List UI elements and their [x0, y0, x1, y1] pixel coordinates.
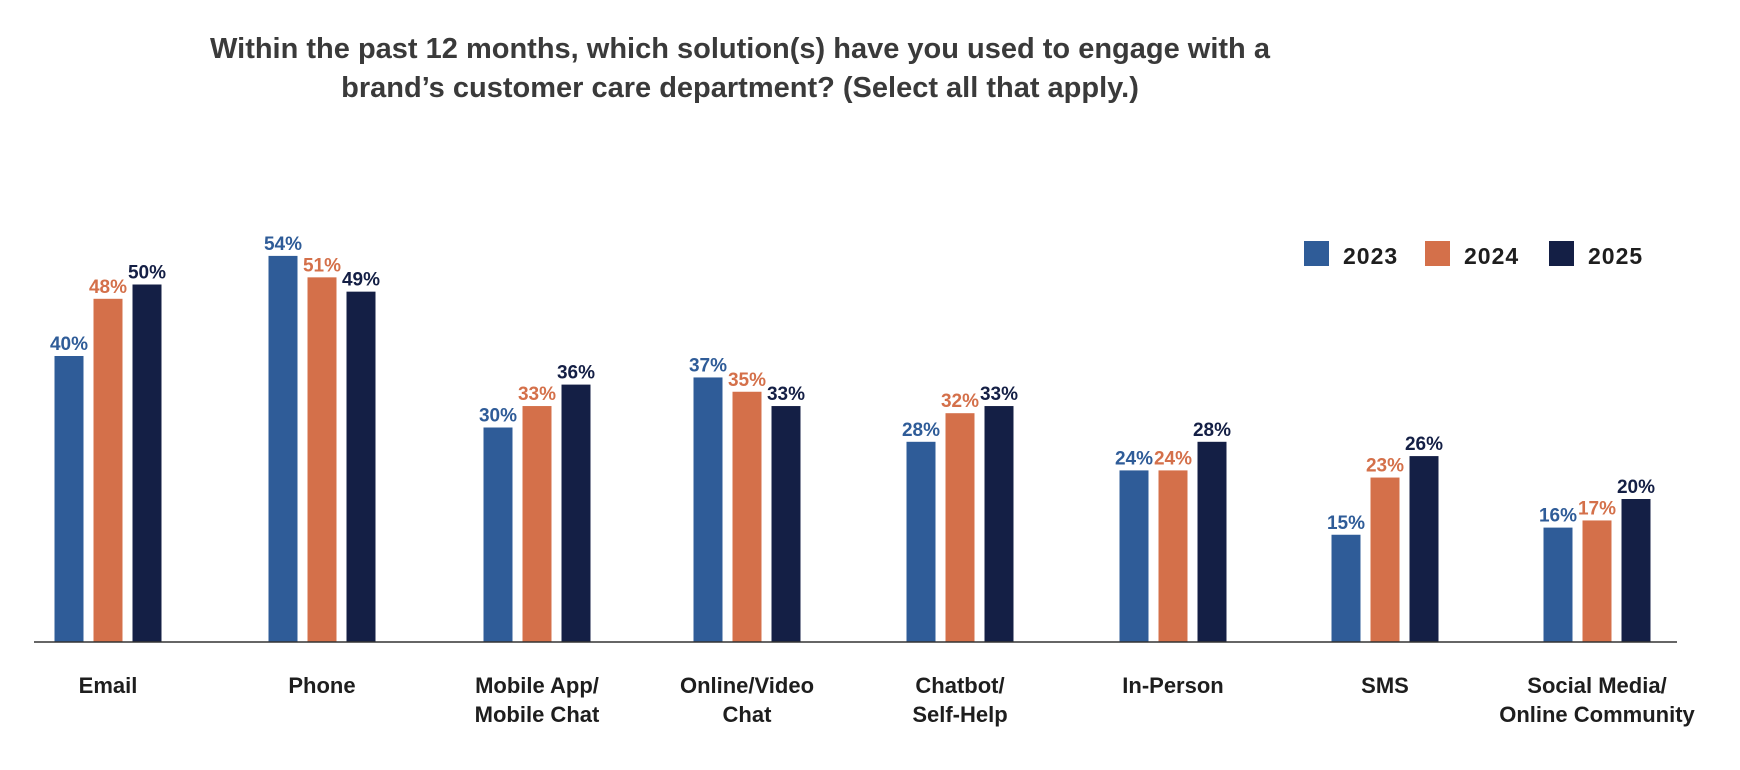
bar-2023-2 [483, 427, 513, 642]
legend: 2023 2024 2025 [1304, 241, 1643, 269]
legend-label-2025: 2025 [1588, 243, 1643, 269]
legend-swatch-2024 [1425, 241, 1450, 266]
data-label-2024-3: 35% [728, 370, 766, 391]
chart-title-line-1: Within the past 12 months, which solutio… [210, 33, 1270, 65]
bar-2023-7 [1543, 527, 1573, 642]
bar-2023-4 [906, 441, 936, 642]
chart-title: Within the past 12 months, which solutio… [0, 30, 1480, 108]
legend-label-2024: 2024 [1464, 243, 1519, 269]
category-label-4-line-1: Self-Help [912, 702, 1007, 727]
data-label-2025-7: 20% [1617, 477, 1655, 498]
category-label-7-line-1: Online Community [1499, 702, 1695, 727]
data-label-2024-4: 32% [941, 391, 979, 412]
data-label-2023-4: 28% [902, 420, 940, 441]
data-label-2024-1: 51% [303, 255, 341, 276]
bar-2025-5 [1197, 441, 1227, 642]
bar-2025-6 [1409, 456, 1439, 642]
chart-title-line-2: brand’s customer care department? (Selec… [341, 72, 1139, 104]
data-label-2025-1: 49% [342, 270, 380, 291]
bar-2024-4 [945, 413, 975, 642]
bar-2023-0 [54, 356, 84, 642]
bar-2023-6 [1331, 534, 1361, 642]
data-label-2025-3: 33% [767, 384, 805, 405]
bar-2025-7 [1621, 499, 1651, 642]
bar-2024-0 [93, 298, 123, 642]
bar-2025-3 [771, 406, 801, 642]
bar-2025-2 [561, 384, 591, 642]
data-label-2024-6: 23% [1366, 456, 1404, 477]
legend-label-2023: 2023 [1343, 243, 1398, 269]
category-label-5-line-0: In-Person [1122, 673, 1223, 698]
data-label-2025-0: 50% [128, 263, 166, 284]
bar-2025-1 [346, 291, 376, 642]
category-label-1-line-0: Phone [288, 673, 355, 698]
data-label-2023-7: 16% [1539, 506, 1577, 527]
data-label-2023-5: 24% [1115, 448, 1153, 469]
category-label-3-line-0: Online/Video [680, 673, 814, 698]
category-labels-layer: Email Phone Mobile App/Mobile Chat Online/V… [79, 673, 1696, 727]
bars-layer [54, 255, 1651, 642]
bar-2024-7 [1582, 520, 1612, 642]
bar-2023-1 [268, 255, 298, 642]
category-label-7-line-0: Social Media/ [1527, 673, 1666, 698]
data-label-2025-4: 33% [980, 384, 1018, 405]
data-labels-layer: 40%48%50%54%51%49%30%33%36% 37%35%33%28%3… [50, 234, 1655, 534]
bar-2024-1 [307, 277, 337, 642]
data-label-2023-0: 40% [50, 334, 88, 355]
data-label-2024-2: 33% [518, 384, 556, 405]
legend-swatch-2025 [1549, 241, 1574, 266]
data-label-2023-6: 15% [1327, 513, 1365, 534]
category-label-2-line-0: Mobile App/ [475, 673, 599, 698]
bar-2024-5 [1158, 470, 1188, 642]
data-label-2024-0: 48% [89, 277, 127, 298]
bar-2023-3 [693, 377, 723, 642]
data-label-2025-6: 26% [1405, 434, 1443, 455]
legend-swatch-2023 [1304, 241, 1329, 266]
data-label-2024-7: 17% [1578, 498, 1616, 519]
data-label-2023-2: 30% [479, 406, 517, 427]
data-label-2023-1: 54% [264, 234, 302, 255]
bar-2024-3 [732, 391, 762, 642]
bar-2024-2 [522, 406, 552, 642]
category-label-3-line-1: Chat [723, 702, 773, 727]
data-label-2025-2: 36% [557, 363, 595, 384]
category-label-4-line-0: Chatbot/ [915, 673, 1004, 698]
bar-2025-4 [984, 406, 1014, 642]
data-label-2023-3: 37% [689, 355, 727, 376]
category-label-6-line-0: SMS [1361, 673, 1409, 698]
category-label-0-line-0: Email [79, 673, 138, 698]
bar-2024-6 [1370, 477, 1400, 642]
data-label-2024-5: 24% [1154, 448, 1192, 469]
bar-2023-5 [1119, 470, 1149, 642]
bar-2025-0 [132, 284, 162, 642]
category-label-2-line-1: Mobile Chat [475, 702, 600, 727]
data-label-2025-5: 28% [1193, 420, 1231, 441]
